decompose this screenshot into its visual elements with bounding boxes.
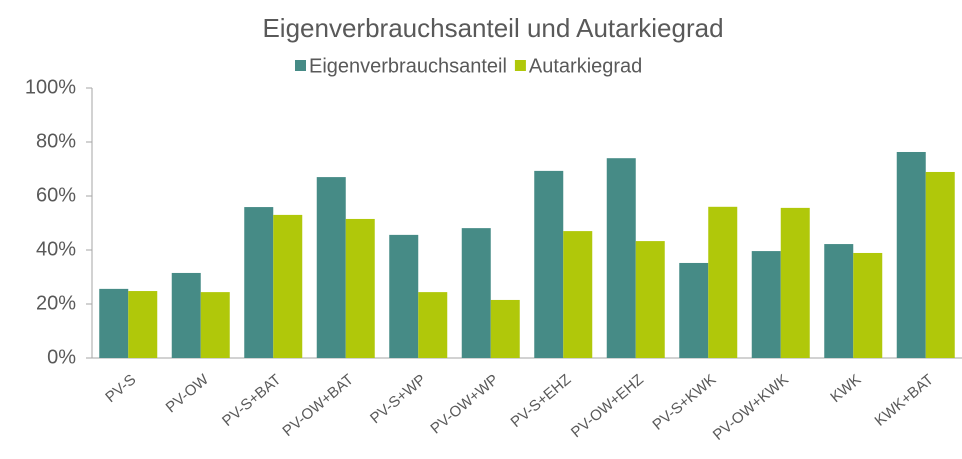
x-tick-label: KWK+BAT bbox=[872, 371, 937, 430]
x-tick-label: PV-OW+WP bbox=[427, 371, 501, 437]
bar bbox=[345, 218, 375, 358]
bar bbox=[896, 151, 926, 358]
bar bbox=[925, 171, 955, 358]
bar bbox=[418, 292, 448, 358]
bar bbox=[316, 177, 346, 358]
x-tick-label: PV-S bbox=[102, 371, 139, 406]
x-tick-label: PV-S+EHZ bbox=[508, 371, 575, 431]
bar bbox=[708, 206, 738, 358]
x-tick-label: PV-S+WP bbox=[367, 371, 429, 427]
y-tick-label: 40% bbox=[36, 238, 76, 260]
bar bbox=[824, 244, 854, 358]
y-tick-label: 0% bbox=[47, 346, 76, 368]
legend-label: Autarkiegrad bbox=[529, 55, 642, 77]
legend-label: Eigenverbrauchsanteil bbox=[309, 55, 507, 77]
x-tick-label: KWK bbox=[827, 371, 864, 406]
bar bbox=[200, 292, 230, 358]
bar bbox=[635, 241, 665, 358]
bar bbox=[389, 234, 419, 358]
bar bbox=[244, 207, 274, 358]
y-tick-label: 100% bbox=[25, 76, 76, 98]
bar bbox=[853, 252, 883, 358]
x-tick-label: PV-S+BAT bbox=[219, 371, 284, 430]
y-tick-label: 80% bbox=[36, 130, 76, 152]
bar bbox=[751, 251, 781, 358]
bar bbox=[490, 299, 520, 358]
legend-swatch bbox=[295, 60, 306, 71]
bar bbox=[606, 158, 636, 358]
bar bbox=[128, 291, 158, 358]
x-tick-label: PV-OW+KWK bbox=[710, 371, 792, 444]
x-tick-label: PV-OW bbox=[163, 371, 213, 417]
bar bbox=[171, 272, 201, 358]
bar bbox=[679, 262, 709, 358]
bar bbox=[563, 231, 593, 358]
bar bbox=[461, 228, 491, 358]
legend-swatch bbox=[514, 60, 526, 71]
x-tick-label: PV-OW+BAT bbox=[279, 371, 356, 440]
chart-title: Eigenverbrauchsanteil und Autarkiegrad bbox=[262, 13, 723, 43]
bar bbox=[273, 214, 303, 358]
x-tick-label: PV-S+KWK bbox=[649, 371, 719, 434]
y-tick-label: 60% bbox=[36, 184, 76, 206]
x-tick-label: PV-OW+EHZ bbox=[568, 371, 647, 441]
bar bbox=[780, 207, 810, 358]
bar bbox=[534, 170, 564, 358]
y-tick-label: 20% bbox=[36, 292, 76, 314]
bar bbox=[99, 288, 129, 358]
